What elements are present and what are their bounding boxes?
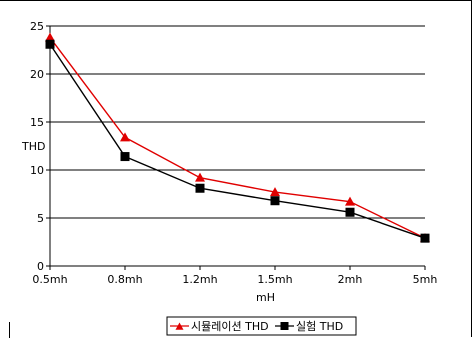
grid-lines	[50, 25, 425, 219]
series-1-line	[49, 37, 426, 239]
series-1-point	[120, 132, 130, 142]
series-1-point	[45, 32, 55, 42]
series-2-point	[45, 39, 55, 49]
x-tick-label: 2mh	[338, 273, 363, 286]
series-2-point	[195, 183, 205, 193]
series-2-point	[270, 196, 280, 206]
y-tick-labels: 0 5 10 15 20 25	[30, 20, 44, 273]
series-1-point	[270, 187, 280, 197]
series-2-point	[120, 152, 130, 162]
y-tick-label: 15	[30, 116, 44, 129]
series-2-point	[345, 207, 355, 217]
y-tick-label: 10	[30, 164, 44, 177]
series-2-line	[49, 43, 426, 239]
x-tick-label: 1.2mh	[182, 273, 217, 286]
legend: 시뮬레이션 THD 실험 THD	[166, 316, 357, 336]
y-axis-label: THD	[21, 140, 45, 153]
legend-square-marker	[280, 322, 289, 330]
x-axis-label: mH	[256, 291, 275, 304]
x-tick-label: 0.8mh	[107, 273, 142, 286]
x-tick-label: 1.5mh	[257, 273, 292, 286]
y-tick-label: 0	[37, 260, 44, 273]
x-tick-label: 0.5mh	[32, 273, 67, 286]
x-tick-label: 5mh	[413, 273, 438, 286]
x-tick-labels: 0.5mh 0.8mh 1.2mh 1.5mh 2mh 5mh	[32, 273, 437, 286]
series-1-point	[345, 196, 355, 206]
frame-edge	[9, 322, 10, 338]
y-tick-label: 20	[30, 68, 44, 81]
y-tick-label: 5	[37, 212, 44, 225]
legend-series-2-label: 실험 THD	[296, 320, 343, 333]
series-2-point	[420, 233, 430, 243]
legend-series-1-label: 시뮬레이션 THD	[191, 320, 269, 333]
legend-triangle-marker	[175, 322, 184, 330]
series-1-point	[195, 172, 205, 182]
y-tick-label: 25	[30, 20, 44, 33]
plot-series	[45, 32, 430, 243]
axes	[46, 25, 426, 270]
